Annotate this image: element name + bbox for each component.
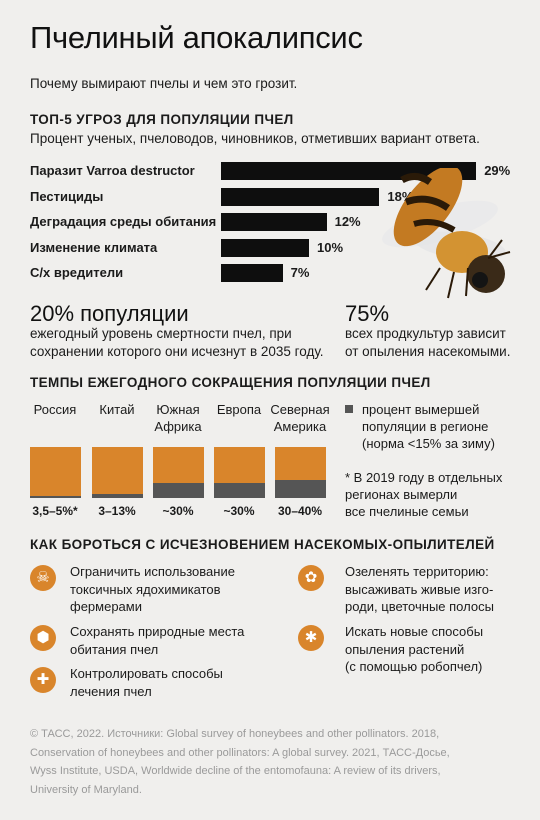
- mortality-text-1: ежегодный уровень смертности пчел, при: [30, 326, 292, 341]
- region-square: [214, 447, 265, 498]
- region-label: Южная: [156, 402, 200, 417]
- threats-title: ТОП-5 УГРОЗ ДЛЯ ПОПУЛЯЦИИ ПЧЕЛ: [30, 112, 294, 127]
- region-label: Африка: [154, 419, 202, 434]
- threat-bar: [221, 187, 380, 206]
- bee-illustration: [382, 168, 511, 299]
- region-label: Америка: [273, 419, 327, 434]
- legend-text-3: (норма <15% за зиму): [362, 436, 495, 451]
- measure-pesticides: Ограничить использование токсичных ядохи…: [70, 564, 235, 614]
- legend-swatch: [345, 405, 353, 413]
- threat-value: 10%: [317, 239, 344, 255]
- flower-icon: ✿: [298, 565, 324, 591]
- medical-cross-icon: ✚: [30, 667, 56, 693]
- page-subtitle: Почему вымирают пчелы и чем это грозит.: [30, 76, 298, 91]
- region-label: Китай: [99, 402, 135, 417]
- threat-value: 12%: [334, 214, 361, 229]
- mortality-stat: 20% популяции: [30, 301, 189, 326]
- mortality-text-2: сохранении которого они исчезнут в 2035 …: [30, 344, 324, 359]
- decline-note-1: * В 2019 году в отдельных: [345, 470, 503, 485]
- region-label: Европа: [216, 402, 262, 417]
- threat-value: 7%: [290, 265, 310, 280]
- region-value: 3–13%: [98, 504, 136, 518]
- threat-label: Деградация среды обитания: [30, 214, 217, 229]
- decline-note-2: регионах вымерли: [345, 487, 458, 502]
- threat-label: Изменение климата: [30, 239, 158, 255]
- legend-text-1: процент вымершей: [362, 402, 480, 417]
- region-value: ~30%: [223, 504, 255, 518]
- legend-text-2: популяции в регионе: [362, 419, 489, 434]
- threat-label: Пестициды: [30, 188, 104, 204]
- footer-sources: © ТАСС, 2022. Источники: Global survey o…: [30, 728, 450, 796]
- measure-greening: Озеленять территорию: высаживать живые и…: [345, 564, 494, 614]
- measure-treatment: Контролировать способы лечения пчел: [70, 666, 223, 699]
- region-label: Северная: [270, 402, 330, 417]
- hive-icon: ⬢: [30, 625, 56, 651]
- measure-habitats: Сохранять природные места обитания пчел: [70, 624, 245, 657]
- threat-label: Паразит Varroa destructor: [30, 163, 195, 178]
- region-dead-fill: [214, 483, 265, 498]
- measures-title: КАК БОРОТЬСЯ С ИСЧЕЗНОВЕНИЕМ НАСЕКОМЫХ-О…: [30, 537, 495, 552]
- region-square: [153, 447, 204, 498]
- threat-bar: [221, 213, 327, 231]
- crops-text-1: всех продкультур зависит: [345, 326, 506, 341]
- region-dead-fill: [275, 480, 326, 498]
- threat-label: С/х вредители: [30, 265, 124, 280]
- bee-icon: ✱: [298, 625, 324, 651]
- region-dead-fill: [153, 483, 204, 498]
- region-value: ~30%: [162, 504, 194, 518]
- threats-subtitle: Процент ученых, пчеловодов, чиновников, …: [30, 131, 480, 146]
- page-title: Пчелиный апокалипсис: [30, 20, 363, 55]
- threat-bar: [221, 238, 309, 257]
- region-dead-fill: [30, 496, 81, 498]
- threat-value: 29%: [484, 163, 511, 178]
- decline-title: ТЕМПЫ ЕЖЕГОДНОГО СОКРАЩЕНИЯ ПОПУЛЯЦИИ ПЧ…: [30, 375, 431, 390]
- decline-note-3: все пчелиные семьи: [345, 504, 469, 519]
- skull-icon: ☠: [30, 565, 56, 591]
- measure-robobees: Искать новые способы опыления растений (…: [345, 624, 484, 674]
- crops-stat: 75%: [345, 301, 390, 326]
- region-label: Россия: [33, 402, 77, 417]
- region-dead-fill: [92, 494, 143, 498]
- region-value: 30–40%: [277, 504, 323, 518]
- crops-text-2: от опыления насекомыми.: [345, 344, 511, 359]
- region-value: 3,5–5%*: [32, 504, 78, 518]
- region-square: [275, 447, 326, 498]
- bee-icon: [382, 168, 511, 299]
- region-square: [30, 447, 81, 498]
- region-square: [92, 447, 143, 498]
- threat-bar: [221, 264, 283, 282]
